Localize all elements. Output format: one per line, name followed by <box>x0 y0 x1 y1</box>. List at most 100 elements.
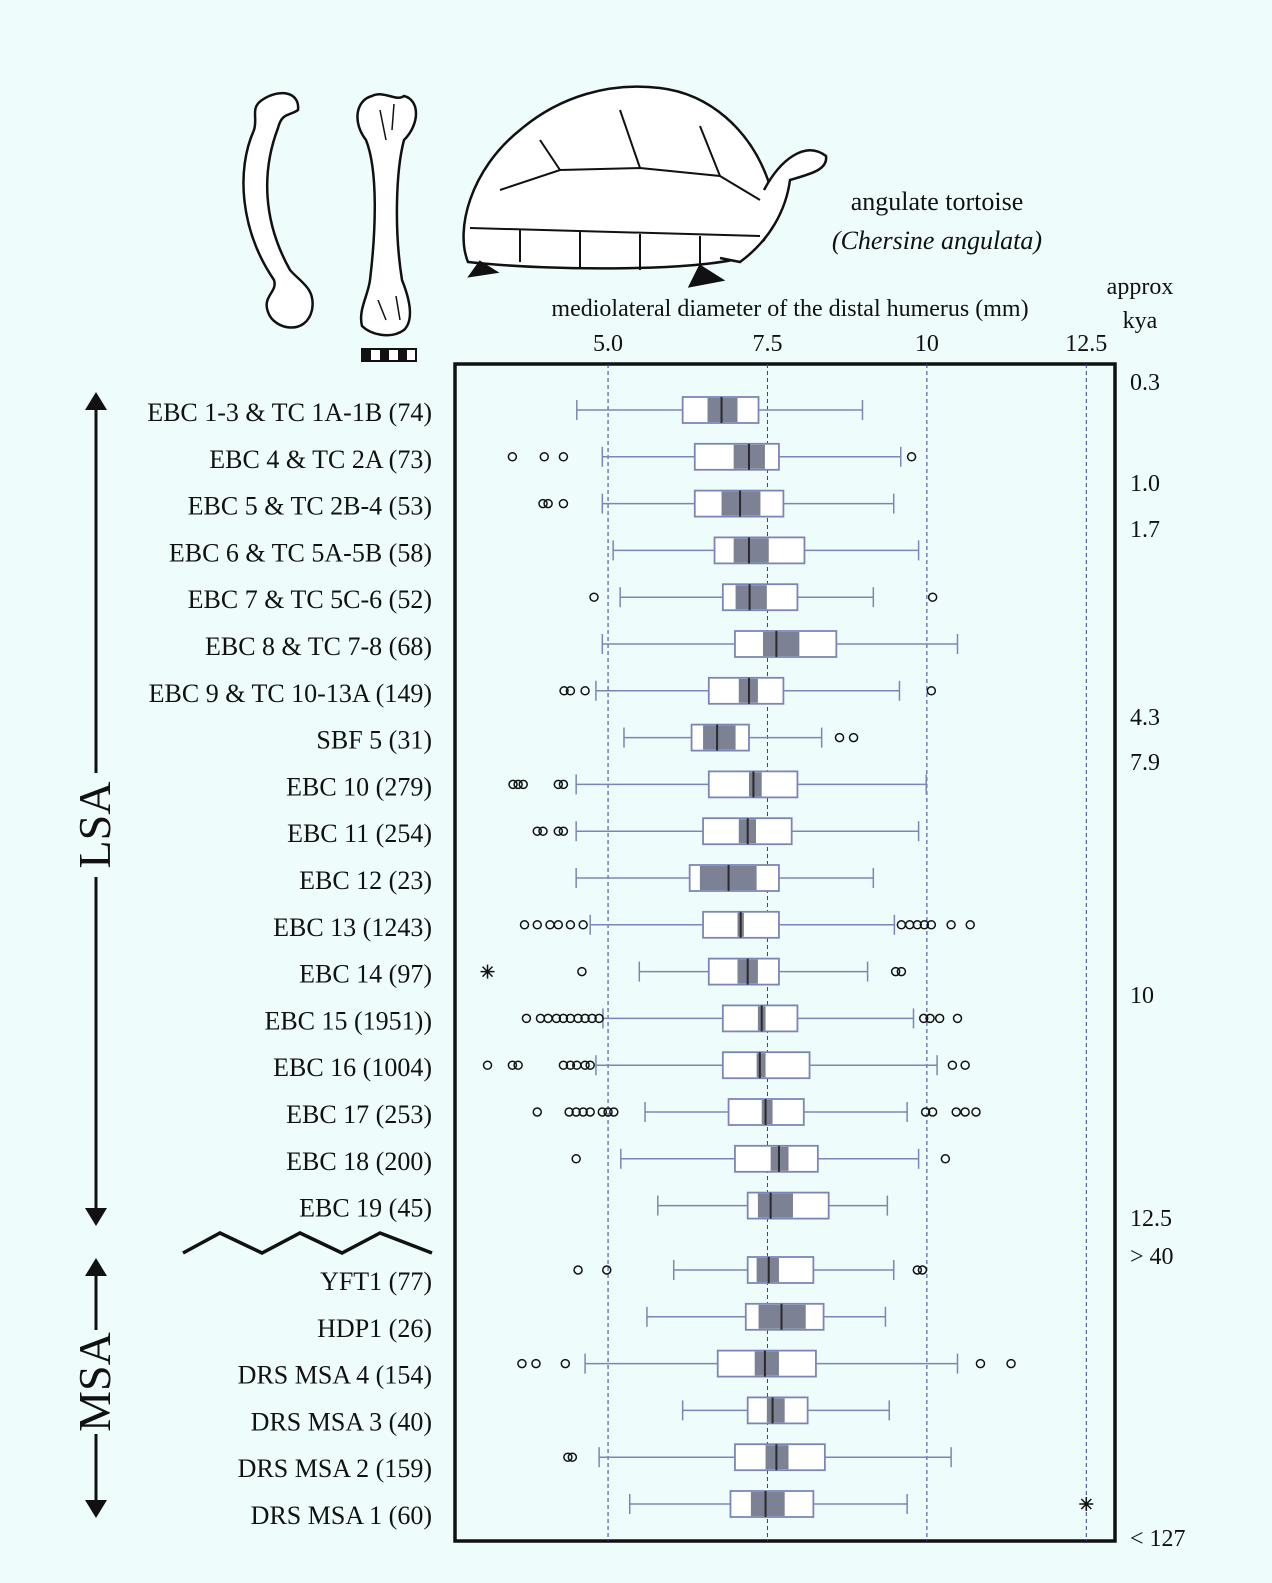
category-label: DRS MSA 3 (40) <box>251 1407 432 1436</box>
category-label: DRS MSA 4 (154) <box>238 1361 432 1390</box>
outlier <box>514 1061 522 1069</box>
outlier <box>586 1061 594 1069</box>
outlier <box>522 1014 530 1022</box>
outlier <box>929 593 937 601</box>
outlier <box>610 1108 618 1116</box>
outlier <box>579 921 587 929</box>
outlier <box>559 827 567 835</box>
page: {"chart_data": { "type": "boxplot", "tit… <box>0 0 1272 1578</box>
chart-title: angulate tortoise <box>851 187 1024 216</box>
category-label: YFT1 (77) <box>320 1267 432 1296</box>
outlier <box>554 921 562 929</box>
category-label: EBC 12 (23) <box>299 866 432 895</box>
category-label: EBC 4 & TC 2A (73) <box>209 445 432 474</box>
scale-bar <box>362 349 416 361</box>
outlier <box>532 1360 540 1368</box>
outlier <box>961 1061 969 1069</box>
group-label: LSA <box>69 782 120 869</box>
outlier <box>976 1360 984 1368</box>
extreme <box>481 965 495 979</box>
median-ci <box>757 1053 766 1077</box>
outlier <box>561 1360 569 1368</box>
outlier <box>897 921 905 929</box>
outlier <box>559 780 567 788</box>
chart: angulate tortoise (Chersine angulata) me… <box>0 0 1272 1578</box>
outlier <box>603 1266 611 1274</box>
outlier <box>546 921 554 929</box>
median-ci <box>703 726 736 750</box>
outlier <box>536 1014 544 1022</box>
median-ci <box>767 1398 785 1422</box>
outlier <box>908 453 916 461</box>
outlier <box>927 687 935 695</box>
category-label: DRS MSA 2 (159) <box>238 1454 432 1483</box>
category-label: EBC 1-3 & TC 1A-1B (74) <box>147 398 432 427</box>
outlier <box>948 1061 956 1069</box>
y2-axis-title: kya <box>1123 308 1158 334</box>
outlier <box>918 1266 926 1274</box>
outlier <box>953 1014 961 1022</box>
outlier <box>947 921 955 929</box>
outlier <box>559 500 567 508</box>
outlier <box>484 1061 492 1069</box>
arrow-head <box>85 1258 107 1276</box>
outlier <box>521 921 529 929</box>
outlier <box>850 734 858 742</box>
category-label: EBC 9 & TC 10-13A (149) <box>149 679 432 708</box>
median-ci <box>758 1194 793 1218</box>
median-ci <box>755 1352 779 1376</box>
kya-label: > 40 <box>1130 1244 1174 1270</box>
category-label: HDP1 (26) <box>317 1314 432 1343</box>
category-label: EBC 7 & TC 5C-6 (52) <box>188 585 432 614</box>
median-ci <box>734 538 769 562</box>
arrow-head <box>85 392 107 410</box>
category-label: EBC 19 (45) <box>299 1194 432 1223</box>
kya-label: 12.5 <box>1130 1206 1172 1232</box>
outlier <box>578 968 586 976</box>
y2-axis-title: approx <box>1107 274 1174 300</box>
outlier <box>539 827 547 835</box>
outlier <box>572 1155 580 1163</box>
arrow-head <box>85 1208 107 1226</box>
x-tick-label: 5.0 <box>593 331 623 357</box>
arrow-head <box>85 1500 107 1518</box>
humerus-drawing <box>243 93 416 335</box>
group-label: MSA <box>69 1332 120 1432</box>
chart-subtitle: (Chersine angulata) <box>832 226 1042 255</box>
outlier <box>906 921 914 929</box>
category-label: EBC 10 (279) <box>286 772 432 801</box>
outlier <box>540 453 548 461</box>
outlier <box>574 1266 582 1274</box>
x-tick-label: 10 <box>915 331 939 357</box>
period-separator <box>183 1233 432 1253</box>
x-axis-title: mediolateral diameter of the distal hume… <box>551 296 1028 322</box>
kya-label: 1.0 <box>1130 471 1160 497</box>
outlier <box>508 453 516 461</box>
kya-label: 7.9 <box>1130 750 1160 776</box>
extreme <box>1079 1497 1093 1511</box>
outlier <box>897 968 905 976</box>
outlier <box>533 921 541 929</box>
category-label: SBF 5 (31) <box>316 726 432 755</box>
box <box>723 1052 810 1078</box>
outlier <box>566 921 574 929</box>
outlier <box>936 1014 944 1022</box>
median-ci <box>749 772 762 796</box>
category-label: EBC 6 & TC 5A-5B (58) <box>169 538 432 567</box>
kya-label: 0.3 <box>1130 370 1160 396</box>
outlier <box>544 1014 552 1022</box>
category-label: EBC 16 (1004) <box>273 1053 432 1082</box>
outlier <box>590 593 598 601</box>
outlier <box>966 921 974 929</box>
outlier <box>941 1155 949 1163</box>
outlier <box>836 734 844 742</box>
kya-label: < 127 <box>1130 1526 1186 1552</box>
median-ci <box>763 632 799 656</box>
median-ci <box>736 585 767 609</box>
category-label: EBC 5 & TC 2B-4 (53) <box>188 492 432 521</box>
outlier <box>581 687 589 695</box>
outlier <box>1007 1360 1015 1368</box>
outlier <box>972 1108 980 1116</box>
category-label: EBC 8 & TC 7-8 (68) <box>205 632 432 661</box>
outlier <box>518 1360 526 1368</box>
